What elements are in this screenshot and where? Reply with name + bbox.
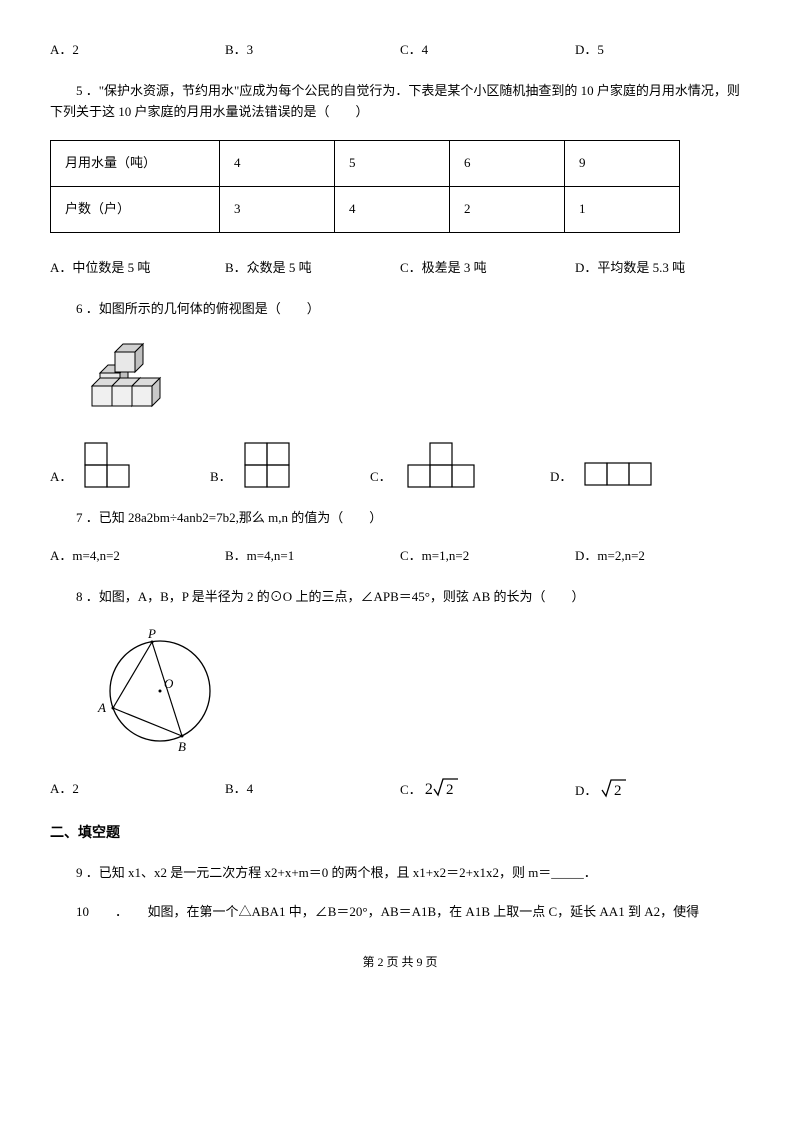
q5-option-c: C．极差是 3 吨	[400, 258, 575, 279]
q6-option-a-label: A．	[50, 467, 72, 488]
q5-r1c2: 5	[335, 141, 450, 187]
q8-option-d: D． 2	[575, 777, 750, 802]
q5-option-b: B．众数是 5 吨	[225, 258, 400, 279]
q5-option-d: D．平均数是 5.3 吨	[575, 258, 750, 279]
q4-options: A．2 B．3 C．4 D．5	[50, 40, 750, 61]
cubes-3d-icon	[80, 338, 200, 413]
circle-diagram-icon: P O A B	[90, 626, 230, 756]
q8-c-num: 2	[425, 781, 433, 798]
q6-view-d-icon	[580, 458, 670, 488]
q8-option-c: C． 22	[400, 776, 575, 803]
q6-view-b-icon	[240, 438, 300, 488]
q6-view-a-icon	[80, 438, 150, 488]
q4-option-b: B．3	[225, 40, 400, 61]
label-B: B	[178, 739, 186, 754]
q8-option-b: B．4	[225, 779, 400, 800]
q8-option-a: A．2	[50, 779, 225, 800]
sqrt-icon: 2	[433, 776, 459, 798]
q6-option-b-label: B．	[210, 467, 232, 488]
section-2-title: 二、填空题	[50, 823, 750, 845]
q5-table: 月用水量（吨） 4 5 6 9 户数（户） 3 4 2 1	[50, 140, 680, 233]
label-A: A	[97, 700, 106, 715]
page-footer: 第 2 页 共 9 页	[50, 953, 750, 972]
q8-text: 8 ．如图，A，B，P 是半径为 2 的⊙O 上的三点，∠APB＝45°，则弦 …	[50, 587, 750, 608]
q5-option-a: A．中位数是 5 吨	[50, 258, 225, 279]
q5-r1c4: 9	[565, 141, 680, 187]
q5-r2c1: 3	[220, 187, 335, 233]
q6-option-d-label: D．	[550, 467, 572, 488]
q9-text: 9 ．已知 x1、x2 是一元二次方程 x2+x+m＝0 的两个根，且 x1+x…	[50, 863, 750, 884]
table-row: 户数（户） 3 4 2 1	[51, 187, 680, 233]
q7-options: A．m=4,n=2 B．m=4,n=1 C．m=1,n=2 D．m=2,n=2	[50, 546, 750, 567]
q5-r2c3: 2	[450, 187, 565, 233]
label-O: O	[164, 676, 174, 691]
q5-r2c4: 1	[565, 187, 680, 233]
q5-r1c3: 6	[450, 141, 565, 187]
q4-option-c: C．4	[400, 40, 575, 61]
q6-options-row: A． B． C．	[50, 438, 750, 488]
q6-text: 6 ．如图所示的几何体的俯视图是（ ）	[50, 299, 750, 320]
q7-option-b: B．m=4,n=1	[225, 546, 400, 567]
q6-view-c-icon	[400, 438, 490, 488]
q8-c-prefix: C．	[400, 782, 422, 797]
sqrt-icon: 2	[601, 777, 627, 799]
q8-options: A．2 B．4 C． 22 D． 2	[50, 776, 750, 803]
q6-solid-figure	[80, 338, 750, 413]
q5-text: 5 ．"保护水资源，节约用水"应成为每个公民的自觉行为．下表是某个小区随机抽查到…	[50, 81, 750, 123]
q4-option-d: D．5	[575, 40, 750, 61]
q10-text: 10 ． 如图，在第一个△ABA1 中，∠B＝20°，AB＝A1B，在 A1B …	[50, 902, 750, 923]
q7-option-d: D．m=2,n=2	[575, 546, 750, 567]
q5-r2c2: 4	[335, 187, 450, 233]
svg-text:2: 2	[446, 782, 454, 798]
label-P: P	[147, 626, 156, 641]
q4-option-a: A．2	[50, 40, 225, 61]
q5-r1c1: 4	[220, 141, 335, 187]
q8-circle-figure: P O A B	[90, 626, 750, 756]
q7-option-c: C．m=1,n=2	[400, 546, 575, 567]
q7-text: 7 ．已知 28a2bm÷4anb2=7b2,那么 m,n 的值为（ ）	[50, 508, 750, 529]
q6-option-c-label: C．	[370, 467, 392, 488]
q5-row1-label: 月用水量（吨）	[51, 141, 220, 187]
q7-option-a: A．m=4,n=2	[50, 546, 225, 567]
q5-options: A．中位数是 5 吨 B．众数是 5 吨 C．极差是 3 吨 D．平均数是 5.…	[50, 258, 750, 279]
q8-d-prefix: D．	[575, 783, 597, 798]
table-row: 月用水量（吨） 4 5 6 9	[51, 141, 680, 187]
q5-row2-label: 户数（户）	[51, 187, 220, 233]
svg-text:2: 2	[614, 783, 622, 799]
